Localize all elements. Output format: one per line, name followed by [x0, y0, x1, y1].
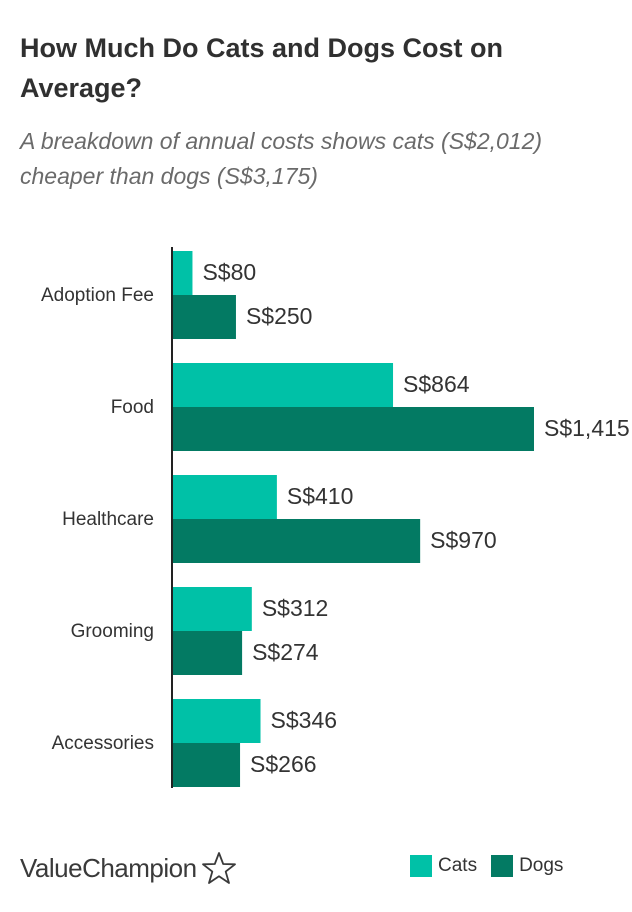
value-label-dogs-healthcare: S$970: [430, 527, 497, 553]
value-label-dogs-grooming: S$274: [252, 639, 319, 665]
category-label-healthcare: Healthcare: [62, 509, 154, 530]
value-label-dogs-adoption-fee: S$250: [246, 303, 313, 329]
category-label-food: Food: [111, 397, 154, 418]
value-label-cats-food: S$864: [403, 371, 470, 397]
category-label-adoption-fee: Adoption Fee: [41, 285, 154, 306]
chart-legend: Cats Dogs: [410, 855, 577, 877]
brand-logo: ValueChampion: [20, 846, 237, 890]
category-label-grooming: Grooming: [71, 621, 154, 642]
legend-item-cats: Cats: [410, 855, 477, 877]
bar-dogs-adoption-fee: [172, 295, 236, 339]
category-label-accessories: Accessories: [52, 733, 154, 754]
brand-name: ValueChampion: [20, 852, 197, 883]
legend-swatch-cats: [410, 855, 432, 877]
bar-dogs-accessories: [172, 743, 241, 787]
bar-cats-grooming: [172, 587, 252, 631]
legend-swatch-dogs: [491, 855, 514, 877]
value-label-dogs-food: S$1,415: [544, 415, 630, 441]
chart-title: How Much Do Cats and Dogs Cost on Averag…: [20, 33, 503, 103]
value-label-cats-adoption-fee: S$80: [202, 259, 256, 285]
chart-subtitle: A breakdown of annual costs shows cats (…: [20, 128, 543, 189]
value-label-cats-accessories: S$346: [271, 707, 338, 733]
bar-cats-food: [172, 363, 394, 407]
legend-item-dogs: Dogs: [491, 855, 563, 877]
star-outline-icon: [201, 852, 236, 884]
bar-dogs-food: [172, 407, 534, 451]
value-label-cats-grooming: S$312: [262, 595, 329, 621]
bar-dogs-grooming: [172, 631, 243, 675]
legend-label-dogs: Dogs: [519, 855, 564, 876]
value-label-dogs-accessories: S$266: [250, 751, 317, 777]
bar-cats-adoption-fee: [172, 251, 193, 295]
legend-label-cats: Cats: [438, 855, 478, 876]
value-label-cats-healthcare: S$410: [287, 483, 354, 509]
bar-cats-healthcare: [172, 475, 277, 519]
bar-dogs-healthcare: [172, 519, 421, 563]
bar-cats-accessories: [172, 699, 261, 743]
bar-chart: Adoption Fee S$80 S$250 Food S$864 S$1,415 Hea…: [41, 247, 630, 788]
